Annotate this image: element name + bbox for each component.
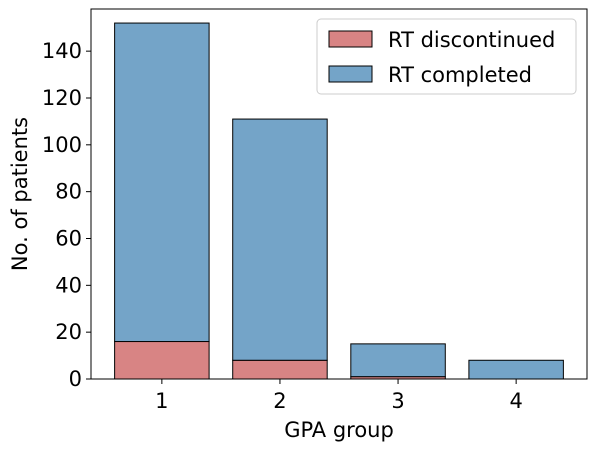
y-tick-label-0: 0 xyxy=(69,367,82,391)
x-axis: 1 2 3 4 xyxy=(155,379,523,413)
bars-layer xyxy=(114,22,564,380)
bar-rt-discontinued-group-1 xyxy=(114,341,210,380)
y-tick-label-40: 40 xyxy=(55,273,82,297)
y-tick-label-80: 80 xyxy=(55,180,82,204)
legend-label-rt-discontinued: RT discontinued xyxy=(388,28,555,52)
legend-swatch-rt-completed xyxy=(328,65,373,83)
bar-rt-completed-group-2 xyxy=(232,118,328,361)
x-tick-label-3: 3 xyxy=(391,389,404,413)
y-axis-label: No. of patients xyxy=(8,117,32,271)
x-tick-label-1: 1 xyxy=(155,389,168,413)
y-tick-label-100: 100 xyxy=(42,133,82,157)
x-tick-label-2: 2 xyxy=(273,389,286,413)
bar-rt-completed-group-1 xyxy=(114,22,210,343)
x-axis-label: GPA group xyxy=(284,418,394,442)
y-tick-label-60: 60 xyxy=(55,226,82,250)
bar-rt-completed-group-4 xyxy=(468,359,564,380)
legend-frame xyxy=(316,18,577,95)
legend-swatch-rt-discontinued xyxy=(328,30,373,48)
legend: RT discontinued RT completed xyxy=(316,18,577,95)
plot-frame xyxy=(90,8,588,380)
y-tick-label-120: 120 xyxy=(42,86,82,110)
legend-label-rt-completed: RT completed xyxy=(388,63,532,87)
y-tick-label-140: 140 xyxy=(42,39,82,63)
bar-rt-completed-group-3 xyxy=(350,343,446,378)
bar-rt-discontinued-group-2 xyxy=(232,359,328,380)
y-tick-label-20: 20 xyxy=(55,320,82,344)
x-tick-label-4: 4 xyxy=(509,389,522,413)
y-axis: 0 20 40 60 80 100 120 140 xyxy=(42,39,91,391)
